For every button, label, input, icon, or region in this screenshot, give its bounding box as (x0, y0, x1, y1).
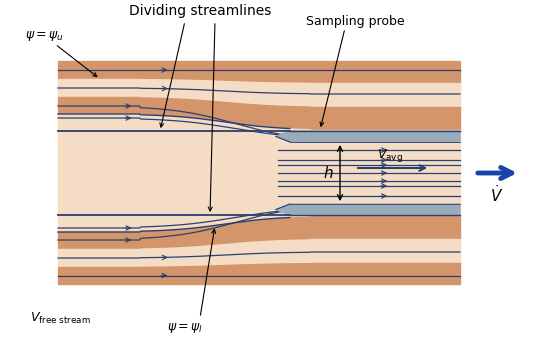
Polygon shape (276, 131, 460, 142)
Text: $h$: $h$ (323, 165, 333, 181)
Text: $\psi = \psi_l$: $\psi = \psi_l$ (167, 321, 203, 335)
Text: $V_{\mathrm{avg}}$: $V_{\mathrm{avg}}$ (377, 146, 403, 164)
Text: $\psi = \psi_u$: $\psi = \psi_u$ (25, 29, 64, 43)
Text: $V_{\mathrm{free\ stream}}$: $V_{\mathrm{free\ stream}}$ (30, 310, 91, 326)
Text: Dividing streamlines: Dividing streamlines (129, 4, 271, 18)
Text: $\dot{V}$: $\dot{V}$ (490, 184, 504, 206)
Text: Sampling probe: Sampling probe (306, 15, 404, 27)
Polygon shape (276, 204, 460, 215)
